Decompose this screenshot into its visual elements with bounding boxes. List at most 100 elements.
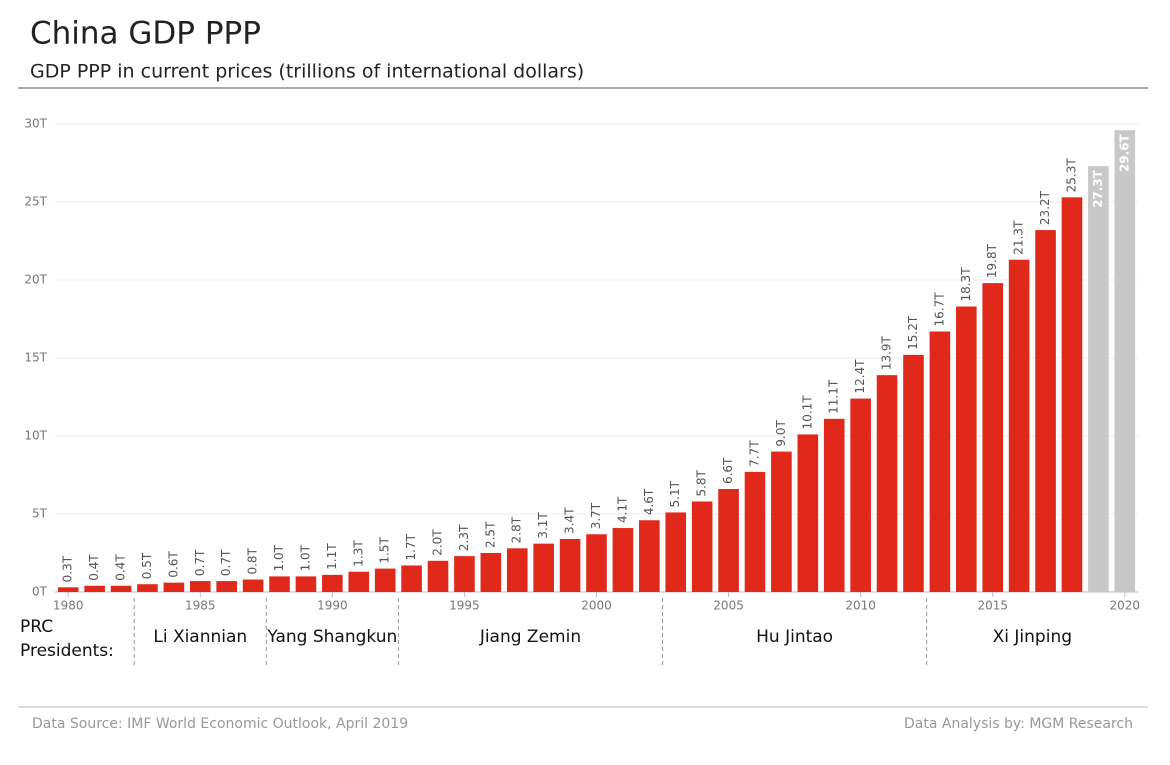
bar	[348, 571, 370, 592]
value-label: 1.3T	[351, 540, 365, 567]
bar	[57, 587, 79, 592]
bar	[691, 501, 713, 592]
bar	[823, 418, 845, 592]
x-tick-label: 2010	[845, 599, 876, 613]
value-label: 3.7T	[589, 502, 603, 529]
value-label: 2.0T	[431, 529, 445, 556]
value-label: 12.4T	[853, 359, 867, 394]
y-tick-label: 15T	[24, 351, 47, 365]
bar	[295, 576, 317, 592]
bar	[137, 584, 158, 592]
value-label: 0.4T	[114, 554, 128, 581]
bar	[929, 331, 951, 592]
value-label: 21.3T	[1012, 220, 1026, 255]
bar	[744, 471, 766, 592]
x-tick-label: 2020	[1110, 599, 1141, 613]
bar	[718, 489, 739, 592]
bar	[850, 398, 871, 592]
bar	[1088, 166, 1109, 592]
bar	[401, 565, 422, 592]
bar	[163, 582, 185, 592]
bar	[956, 306, 977, 592]
bar	[322, 574, 343, 592]
value-label: 5.8T	[695, 469, 709, 496]
y-tick-label: 25T	[24, 195, 47, 209]
value-label: 29.6T	[1117, 133, 1131, 172]
value-label: 3.4T	[563, 507, 577, 534]
bar	[797, 434, 819, 592]
president-name: Yang Shangkun	[266, 627, 397, 647]
bar	[1008, 259, 1030, 592]
value-label: 1.0T	[298, 544, 312, 571]
x-tick-label: 1995	[449, 599, 480, 613]
value-label: 15.2T	[906, 315, 920, 350]
value-label: 9.0T	[774, 420, 788, 447]
x-tick-label: 2000	[581, 599, 612, 613]
x-tick-label: 1985	[185, 599, 216, 613]
president-name: Li Xiannian	[153, 627, 247, 647]
bar	[586, 534, 607, 592]
x-tick-label: 1990	[317, 599, 348, 613]
value-label: 0.8T	[246, 547, 260, 574]
bar	[1061, 197, 1083, 592]
bar	[242, 579, 264, 592]
x-tick-label: 1980	[53, 599, 84, 613]
value-label: 7.7T	[747, 440, 761, 467]
value-label: 6.6T	[721, 457, 735, 484]
value-label: 1.1T	[325, 543, 339, 570]
bar	[639, 520, 660, 592]
bar	[533, 543, 554, 592]
value-label: 0.4T	[87, 554, 101, 581]
bar	[771, 451, 792, 592]
chart-subtitle: GDP PPP in current prices (trillions of …	[30, 61, 584, 83]
presidents-label: PRC	[20, 617, 53, 637]
value-label: 16.7T	[932, 292, 946, 327]
value-label: 2.3T	[457, 524, 471, 551]
value-label: 2.8T	[510, 516, 524, 543]
bar	[374, 568, 396, 592]
bar	[269, 576, 290, 592]
bar	[480, 553, 502, 592]
value-label: 27.3T	[1091, 169, 1105, 208]
value-label: 13.9T	[880, 335, 894, 370]
value-label: 19.8T	[985, 243, 999, 278]
bar	[110, 585, 132, 592]
bar	[612, 528, 634, 592]
value-label: 0.7T	[193, 549, 207, 576]
value-label: 4.1T	[615, 496, 629, 523]
x-tick-label: 2015	[977, 599, 1008, 613]
bar	[559, 538, 581, 592]
president-name: Xi Jinping	[993, 627, 1072, 647]
value-label: 18.3T	[959, 267, 973, 302]
bar	[427, 560, 449, 592]
value-label: 5.1T	[668, 480, 682, 507]
value-label: 0.5T	[140, 552, 154, 579]
value-label: 1.7T	[404, 533, 418, 560]
bar	[903, 354, 924, 592]
y-tick-label: 30T	[24, 117, 47, 131]
bar	[665, 512, 687, 592]
value-label: 2.5T	[483, 521, 497, 548]
value-label: 0.3T	[61, 555, 75, 582]
value-label: 25.3T	[1064, 158, 1078, 193]
bar	[876, 375, 898, 592]
source: Data Source: IMF World Economic Outlook,…	[32, 716, 408, 732]
chart-title: China GDP PPP	[30, 16, 261, 52]
y-tick-label: 10T	[24, 429, 47, 443]
president-name: Hu Jintao	[756, 627, 833, 647]
value-label: 0.7T	[219, 549, 233, 576]
presidents-label: Presidents:	[20, 641, 114, 661]
credit: Data Analysis by: MGM Research	[904, 716, 1133, 732]
value-label: 23.2T	[1038, 190, 1052, 225]
value-label: 3.1T	[536, 512, 550, 539]
bar	[84, 585, 105, 592]
value-label: 0.6T	[166, 551, 180, 578]
bar	[506, 548, 528, 592]
bar	[454, 556, 475, 592]
president-name: Jiang Zemin	[479, 627, 581, 647]
bar	[216, 581, 237, 592]
x-tick-label: 2005	[713, 599, 744, 613]
y-tick-label: 5T	[32, 507, 48, 521]
y-tick-label: 20T	[24, 273, 47, 287]
